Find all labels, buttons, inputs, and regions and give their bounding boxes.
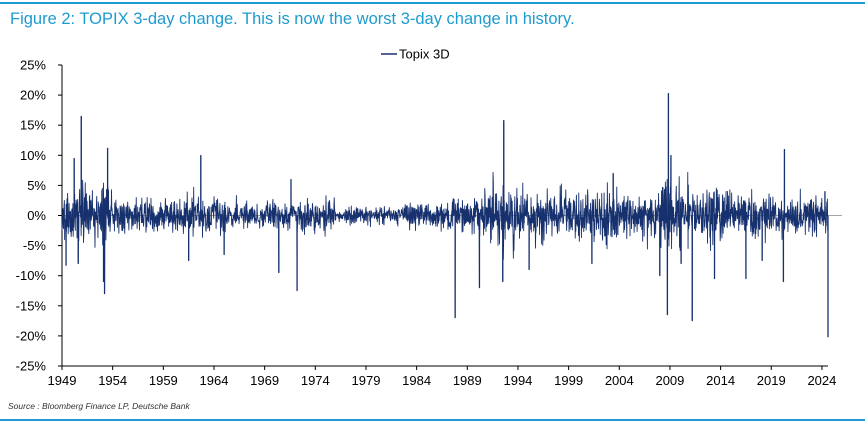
- x-tick-label: 2024: [807, 373, 836, 388]
- x-tick-label: 2004: [605, 373, 634, 388]
- y-tick-label: 25%: [20, 58, 46, 73]
- series-topix-3d: [61, 92, 829, 338]
- y-tick-label: 0%: [27, 208, 46, 223]
- footer-rule: [0, 419, 865, 421]
- x-tick-label: 1984: [402, 373, 431, 388]
- x-tick-label: 1974: [301, 373, 330, 388]
- x-tick-label: 1979: [352, 373, 381, 388]
- x-tick-label: 1954: [98, 373, 127, 388]
- y-tick-label: 20%: [20, 88, 46, 103]
- x-tick-label: 1999: [554, 373, 583, 388]
- series-line-topix-3d: [61, 92, 829, 338]
- figure-header: Figure 2: TOPIX 3-day change. This is no…: [0, 0, 865, 38]
- header-rule: [0, 2, 865, 4]
- x-tick-label: 1964: [200, 373, 229, 388]
- y-tick-label: -10%: [16, 268, 47, 283]
- chart-area: 25% 20% 15% 10% 5% 0% -5% -10% -15% -20% -25% 1949…: [0, 38, 865, 398]
- y-tick-label: -20%: [16, 328, 47, 343]
- y-tick-label: 5%: [27, 178, 46, 193]
- x-tick-label: 2019: [757, 373, 786, 388]
- x-tick-label: 1994: [503, 373, 532, 388]
- y-axis: 25% 20% 15% 10% 5% 0% -5% -10% -15% -20% -25%: [16, 58, 63, 374]
- y-tick-label: 10%: [20, 148, 46, 163]
- x-tick-label: 1989: [453, 373, 482, 388]
- x-tick-label: 2014: [706, 373, 735, 388]
- x-tick-label: 1959: [149, 373, 178, 388]
- topix-3d-chart: 25% 20% 15% 10% 5% 0% -5% -10% -15% -20% -25% 1949…: [16, 47, 842, 388]
- legend: Topix 3D: [381, 47, 450, 62]
- x-axis: 1949 1954 1959 1964 1969 1974 1979 1984 1989 1994…: [48, 215, 842, 388]
- y-tick-label: -15%: [16, 298, 47, 313]
- y-tick-label: 15%: [20, 118, 46, 133]
- y-tick-label: -5%: [23, 238, 47, 253]
- legend-label: Topix 3D: [399, 47, 450, 62]
- y-tick-label: -25%: [16, 359, 47, 374]
- x-tick-label: 1949: [48, 373, 77, 388]
- source-note: Source : Bloomberg Finance LP, Deutsche …: [8, 401, 190, 411]
- figure-title: Figure 2: TOPIX 3-day change. This is no…: [10, 10, 575, 28]
- x-tick-label: 1969: [250, 373, 279, 388]
- x-tick-label: 2009: [655, 373, 684, 388]
